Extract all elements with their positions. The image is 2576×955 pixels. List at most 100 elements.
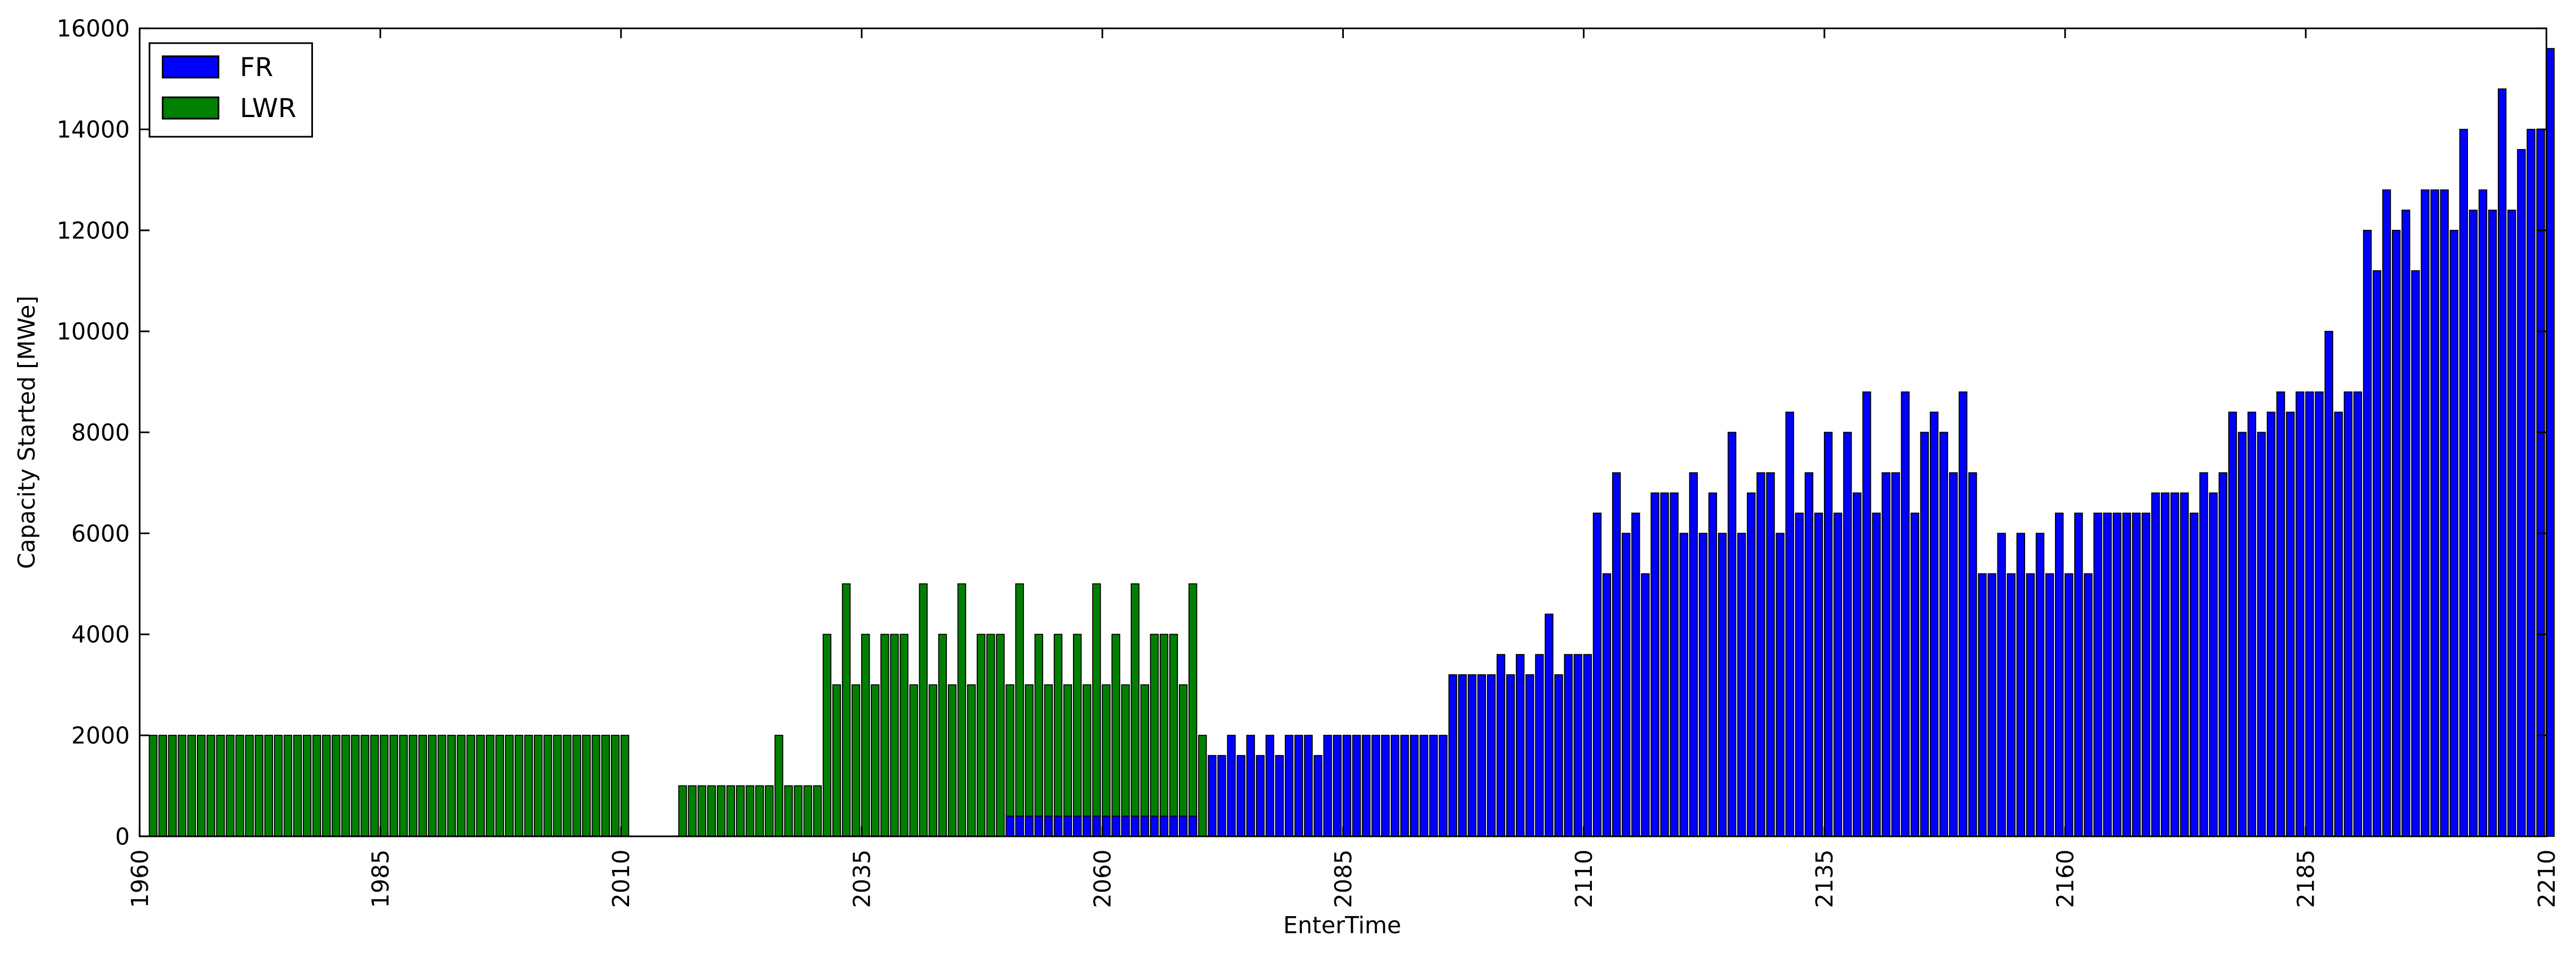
bar bbox=[168, 735, 177, 837]
bar bbox=[1342, 735, 1351, 837]
bar bbox=[2459, 129, 2468, 837]
bar bbox=[1525, 674, 1534, 837]
bar bbox=[871, 684, 880, 837]
bar bbox=[678, 785, 687, 837]
bar bbox=[2122, 512, 2131, 837]
bar bbox=[1063, 684, 1072, 837]
bar bbox=[1227, 735, 1236, 837]
y-tick-label: 8000 bbox=[71, 420, 130, 446]
x-tick-label: 1985 bbox=[368, 850, 394, 908]
bar bbox=[938, 634, 947, 837]
bar bbox=[2151, 492, 2160, 837]
bar bbox=[2546, 48, 2555, 837]
bar bbox=[1737, 533, 1746, 837]
bar bbox=[235, 735, 244, 837]
bar bbox=[1130, 816, 1140, 837]
bar bbox=[1602, 573, 1612, 837]
bar bbox=[341, 735, 350, 837]
bar bbox=[2266, 411, 2276, 837]
x-axis-label: EnterTime bbox=[1283, 912, 1401, 939]
bar bbox=[2286, 411, 2295, 837]
bar bbox=[1795, 512, 1804, 837]
bar bbox=[428, 735, 437, 837]
bar bbox=[1256, 755, 1265, 837]
x-tick-label: 2110 bbox=[1571, 850, 1598, 908]
bar bbox=[2527, 129, 2536, 837]
bar bbox=[476, 735, 485, 837]
bar bbox=[2160, 492, 2170, 837]
bar bbox=[399, 735, 408, 837]
bar bbox=[1978, 573, 1987, 837]
bar bbox=[2170, 492, 2179, 837]
bar bbox=[813, 785, 822, 837]
bar bbox=[457, 735, 466, 837]
bar bbox=[1053, 634, 1063, 837]
bar bbox=[765, 785, 774, 837]
x-tick-label: 2010 bbox=[608, 850, 635, 908]
bar bbox=[274, 735, 283, 837]
bar bbox=[322, 735, 331, 837]
y-tick-label: 14000 bbox=[56, 117, 129, 144]
bar bbox=[2296, 391, 2305, 837]
bar bbox=[1487, 674, 1496, 837]
bar bbox=[563, 735, 572, 837]
bar bbox=[1467, 674, 1476, 837]
bar bbox=[1679, 533, 1688, 837]
bar bbox=[2401, 210, 2410, 837]
bar bbox=[2247, 411, 2257, 837]
bar bbox=[909, 684, 918, 837]
bar bbox=[1092, 583, 1101, 837]
bar bbox=[1496, 654, 1506, 837]
bar bbox=[2065, 573, 2074, 837]
bar bbox=[447, 735, 456, 837]
legend-label: FR bbox=[240, 52, 274, 82]
bar bbox=[736, 785, 745, 837]
bar bbox=[2055, 512, 2064, 837]
bar bbox=[1910, 512, 1920, 837]
bar bbox=[158, 735, 167, 837]
bar bbox=[1208, 755, 1217, 837]
bar bbox=[1439, 735, 1448, 837]
bar bbox=[312, 735, 321, 837]
x-tick-label: 2160 bbox=[2052, 850, 2079, 908]
bar bbox=[2468, 210, 2478, 837]
bar bbox=[794, 785, 803, 837]
bar bbox=[841, 583, 851, 837]
bar bbox=[803, 785, 812, 837]
bar bbox=[1371, 735, 1381, 837]
bar bbox=[1689, 472, 1698, 837]
bar bbox=[1005, 684, 1014, 837]
bar bbox=[2074, 512, 2083, 837]
bar bbox=[1843, 431, 1852, 837]
bar bbox=[2421, 189, 2430, 837]
bar bbox=[1833, 512, 1843, 837]
bar bbox=[697, 785, 706, 837]
bar bbox=[2440, 189, 2449, 837]
bar bbox=[332, 735, 341, 837]
bar bbox=[1159, 816, 1169, 837]
bar bbox=[351, 735, 360, 837]
bar bbox=[418, 735, 427, 837]
bar bbox=[1188, 816, 1198, 837]
x-tick-label: 2085 bbox=[1331, 850, 1357, 908]
bar bbox=[861, 634, 870, 837]
bar bbox=[1987, 573, 1996, 837]
bar bbox=[1275, 755, 1284, 837]
bar bbox=[2045, 573, 2054, 837]
bar bbox=[1169, 816, 1178, 837]
bar bbox=[1390, 735, 1400, 837]
bar bbox=[264, 735, 273, 837]
y-tick-label: 10000 bbox=[56, 319, 129, 345]
bar bbox=[379, 735, 389, 837]
y-tick-label: 6000 bbox=[71, 521, 130, 547]
bars bbox=[148, 48, 2555, 837]
bar bbox=[610, 735, 620, 837]
bar bbox=[919, 583, 928, 837]
bar bbox=[986, 634, 995, 837]
bar bbox=[2305, 391, 2314, 837]
bar bbox=[967, 684, 976, 837]
bar bbox=[1448, 674, 1457, 837]
bar bbox=[947, 684, 957, 837]
bar bbox=[389, 735, 399, 837]
